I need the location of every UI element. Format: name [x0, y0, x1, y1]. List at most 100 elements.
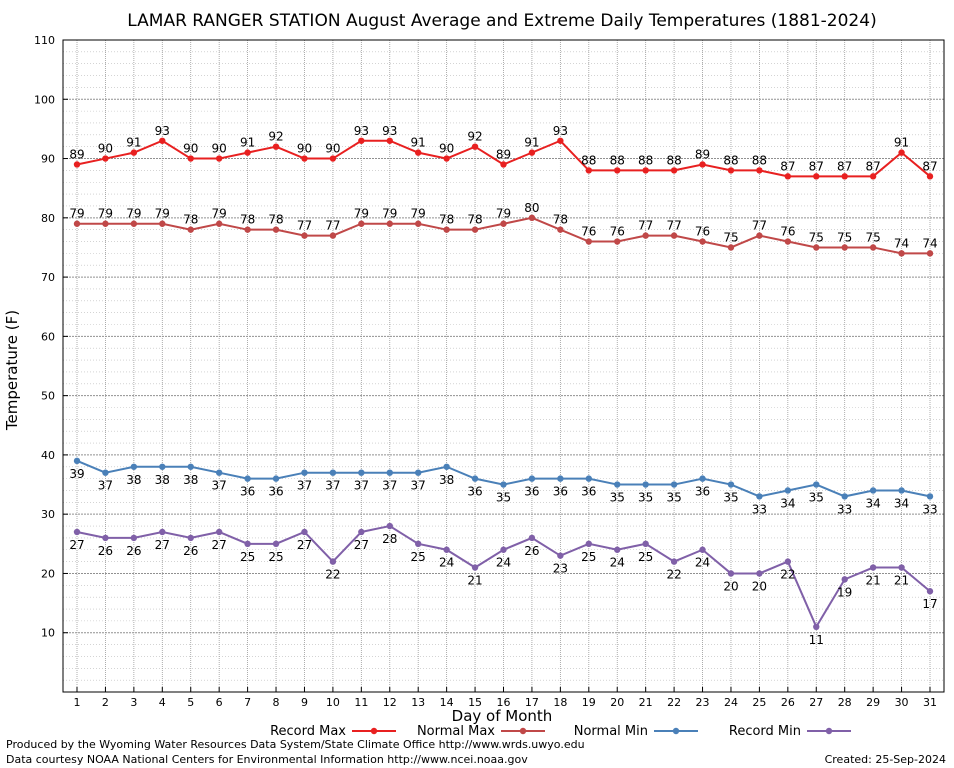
- data-point: [784, 173, 792, 180]
- data-point: [699, 475, 706, 482]
- data-label: 91: [240, 136, 255, 150]
- y-tick-label: 40: [41, 449, 55, 462]
- x-axis-label: Day of Month: [452, 707, 553, 725]
- data-point: [699, 546, 706, 553]
- data-label: 35: [723, 491, 738, 505]
- data-point: [727, 244, 735, 251]
- data-label: 36: [268, 485, 283, 499]
- x-tick-label: 5: [187, 696, 194, 709]
- data-label: 25: [411, 550, 426, 564]
- data-point: [73, 457, 81, 465]
- data-label: 24: [439, 556, 454, 570]
- data-point: [187, 226, 194, 233]
- data-point: [926, 588, 934, 595]
- data-label: 78: [439, 213, 454, 227]
- data-point: [898, 487, 905, 494]
- data-point: [784, 238, 792, 245]
- data-label: 78: [553, 213, 568, 227]
- x-tick-label: 30: [895, 696, 909, 709]
- x-tick-label: 8: [273, 696, 280, 709]
- data-label: 27: [354, 538, 369, 552]
- data-point: [898, 564, 905, 571]
- data-point: [869, 487, 877, 494]
- data-label: 38: [439, 473, 454, 487]
- chart-title: LAMAR RANGER STATION August Average and …: [127, 11, 876, 31]
- data-label: 76: [780, 225, 795, 239]
- data-label: 37: [411, 479, 426, 493]
- data-label: 88: [666, 153, 681, 167]
- data-point: [415, 469, 422, 476]
- x-tick-label: 25: [752, 696, 766, 709]
- data-label: 89: [496, 147, 511, 161]
- data-label: 91: [126, 136, 141, 150]
- legend-swatch-marker: [370, 727, 378, 735]
- data-label: 78: [467, 213, 482, 227]
- data-label: 75: [865, 230, 880, 244]
- legend-label: Record Min: [729, 724, 801, 739]
- data-label: 24: [610, 556, 625, 570]
- x-tick-label: 12: [383, 696, 397, 709]
- data-point: [187, 534, 194, 542]
- legend-swatch-marker: [672, 727, 680, 735]
- data-label: 80: [524, 201, 539, 215]
- data-point: [841, 493, 848, 500]
- data-label: 38: [155, 473, 170, 487]
- data-point: [500, 220, 507, 227]
- data-point: [784, 487, 792, 494]
- data-point: [301, 528, 308, 536]
- data-label: 25: [240, 550, 255, 564]
- x-tick-label: 9: [301, 696, 308, 709]
- data-label: 90: [212, 142, 227, 156]
- data-label: 76: [695, 225, 710, 239]
- legend-label: Normal Min: [574, 724, 648, 739]
- data-point: [670, 232, 678, 239]
- data-label: 17: [922, 597, 937, 611]
- data-label: 22: [666, 568, 681, 582]
- data-label: 39: [69, 467, 84, 481]
- data-point: [329, 558, 337, 565]
- data-point: [272, 540, 280, 548]
- data-label: 35: [809, 491, 824, 505]
- data-point: [557, 226, 564, 233]
- data-point: [642, 540, 649, 548]
- data-label: 36: [581, 485, 596, 499]
- x-tick-label: 11: [354, 696, 368, 709]
- x-tick-label: 24: [724, 696, 738, 709]
- x-tick-label: 1: [74, 696, 81, 709]
- data-label: 25: [268, 550, 283, 564]
- data-label: 23: [553, 562, 568, 576]
- data-point: [642, 232, 649, 239]
- data-label: 76: [610, 225, 625, 239]
- data-label: 22: [780, 568, 795, 582]
- data-label: 90: [98, 142, 113, 156]
- data-point: [500, 546, 507, 553]
- data-label: 79: [212, 207, 227, 221]
- data-label: 75: [723, 230, 738, 244]
- x-tick-label: 14: [440, 696, 454, 709]
- data-point: [528, 475, 536, 482]
- data-point: [585, 238, 592, 245]
- y-tick-label: 90: [41, 153, 55, 166]
- data-point: [869, 244, 877, 251]
- data-point: [301, 469, 308, 476]
- data-label: 75: [809, 230, 824, 244]
- data-label: 93: [553, 124, 568, 138]
- data-label: 22: [325, 568, 340, 582]
- x-tick-label: 27: [809, 696, 823, 709]
- data-label: 26: [524, 544, 539, 558]
- data-label: 79: [411, 207, 426, 221]
- data-point: [329, 155, 337, 162]
- data-label: 87: [865, 159, 880, 173]
- data-point: [642, 167, 649, 174]
- data-label: 20: [752, 579, 767, 593]
- data-label: 77: [297, 219, 312, 233]
- x-tick-label: 15: [468, 696, 482, 709]
- data-point: [244, 149, 251, 156]
- data-label: 91: [524, 136, 539, 150]
- data-point: [73, 220, 81, 227]
- series-normal-min: 39 37 38 38 38 37 36 36 37 37 37 37 37 38 36 35 36 36 36 35…: [69, 457, 938, 516]
- data-point: [102, 220, 109, 227]
- data-point: [813, 623, 820, 630]
- data-label: 33: [752, 502, 767, 516]
